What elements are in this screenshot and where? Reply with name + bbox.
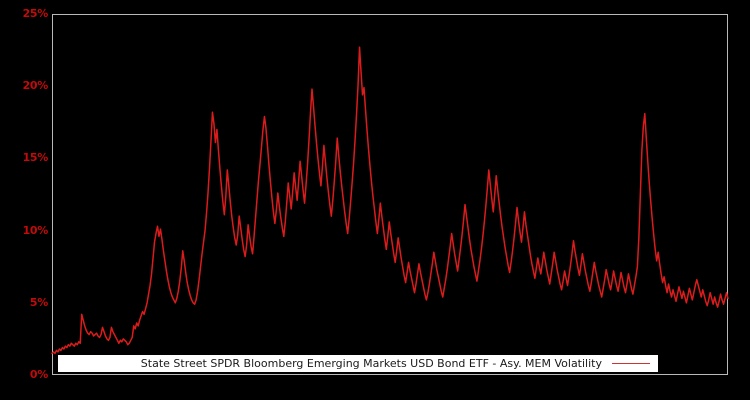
y-tick-label-5pct: 5% bbox=[29, 295, 48, 309]
y-tick-label-25pct: 25% bbox=[22, 7, 49, 20]
chart-legend: State Street SPDR Bloomberg Emerging Mar… bbox=[58, 355, 658, 372]
y-tick-label-20pct: 20% bbox=[22, 79, 49, 93]
legend-line-swatch bbox=[612, 363, 650, 364]
y-axis-tick-labels: 0% 5% 10% 15% 20% 25% bbox=[0, 0, 49, 400]
plot-area bbox=[52, 14, 728, 375]
legend-label: State Street SPDR Bloomberg Emerging Mar… bbox=[140, 357, 602, 370]
y-tick-label-10pct: 10% bbox=[22, 223, 49, 237]
y-tick-label-15pct: 15% bbox=[22, 151, 49, 165]
y-tick-label-0pct: 0% bbox=[29, 368, 48, 381]
